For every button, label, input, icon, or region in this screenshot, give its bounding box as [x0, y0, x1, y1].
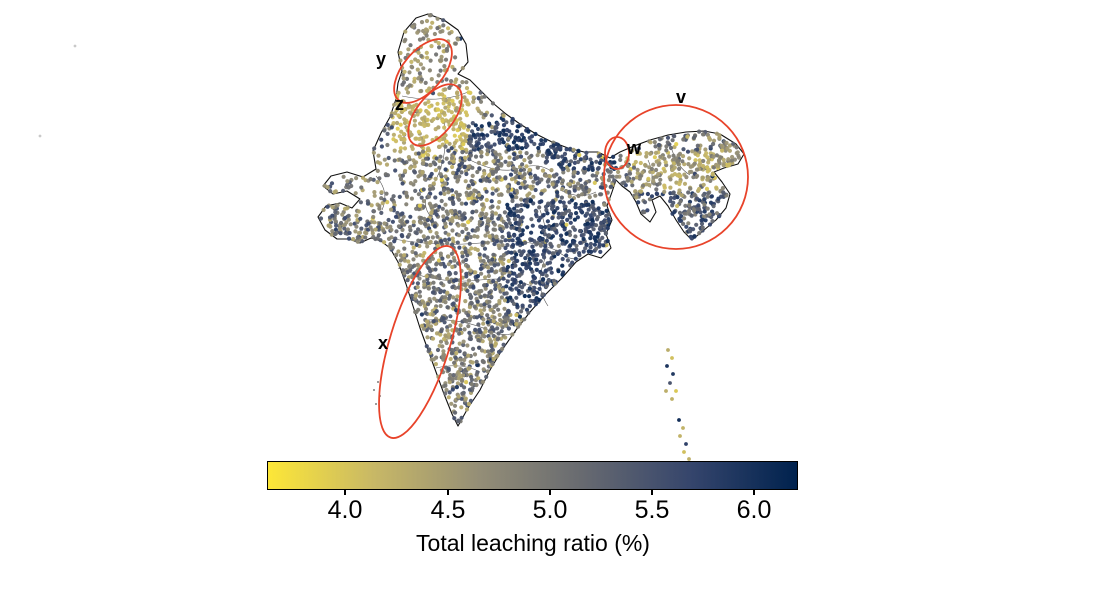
annotation-ellipse-x	[378, 245, 462, 439]
annotation-ellipse-y	[393, 38, 453, 104]
colorbar-tick-mark	[447, 490, 449, 495]
colorbar	[267, 461, 798, 490]
colorbar-tick-5.0: 5.0	[532, 496, 568, 524]
colorbar-tick-5.5: 5.5	[634, 496, 670, 524]
colorbar-tick-mark	[753, 490, 755, 495]
colorbar-tick-6.0: 6.0	[736, 496, 772, 524]
colorbar-tick-4.0: 4.0	[327, 496, 363, 524]
stray-speck	[73, 44, 77, 48]
stray-speck	[38, 134, 42, 138]
stray-specks	[38, 44, 77, 138]
colorbar-tick-mark	[344, 490, 346, 495]
annotation-label-y: y	[376, 49, 387, 69]
colorbar-axis-label: Total leaching ratio (%)	[416, 530, 650, 556]
annotation-label-z: z	[395, 94, 404, 114]
colorbar-tick-mark	[549, 490, 551, 495]
annotation-label-v: v	[676, 87, 687, 107]
colorbar-gradient	[268, 462, 797, 489]
annotation-ellipse-z	[407, 83, 463, 147]
colorbar-tick-4.5: 4.5	[430, 496, 466, 524]
annotation-ellipses	[378, 38, 749, 439]
colorbar-tick-mark	[651, 490, 653, 495]
annotation-label-w: w	[627, 138, 642, 158]
annotation-label-x: x	[378, 333, 389, 353]
islands-dots	[373, 348, 691, 466]
annotation-ellipse-w	[604, 136, 630, 170]
annotation-circle-v	[603, 104, 749, 250]
